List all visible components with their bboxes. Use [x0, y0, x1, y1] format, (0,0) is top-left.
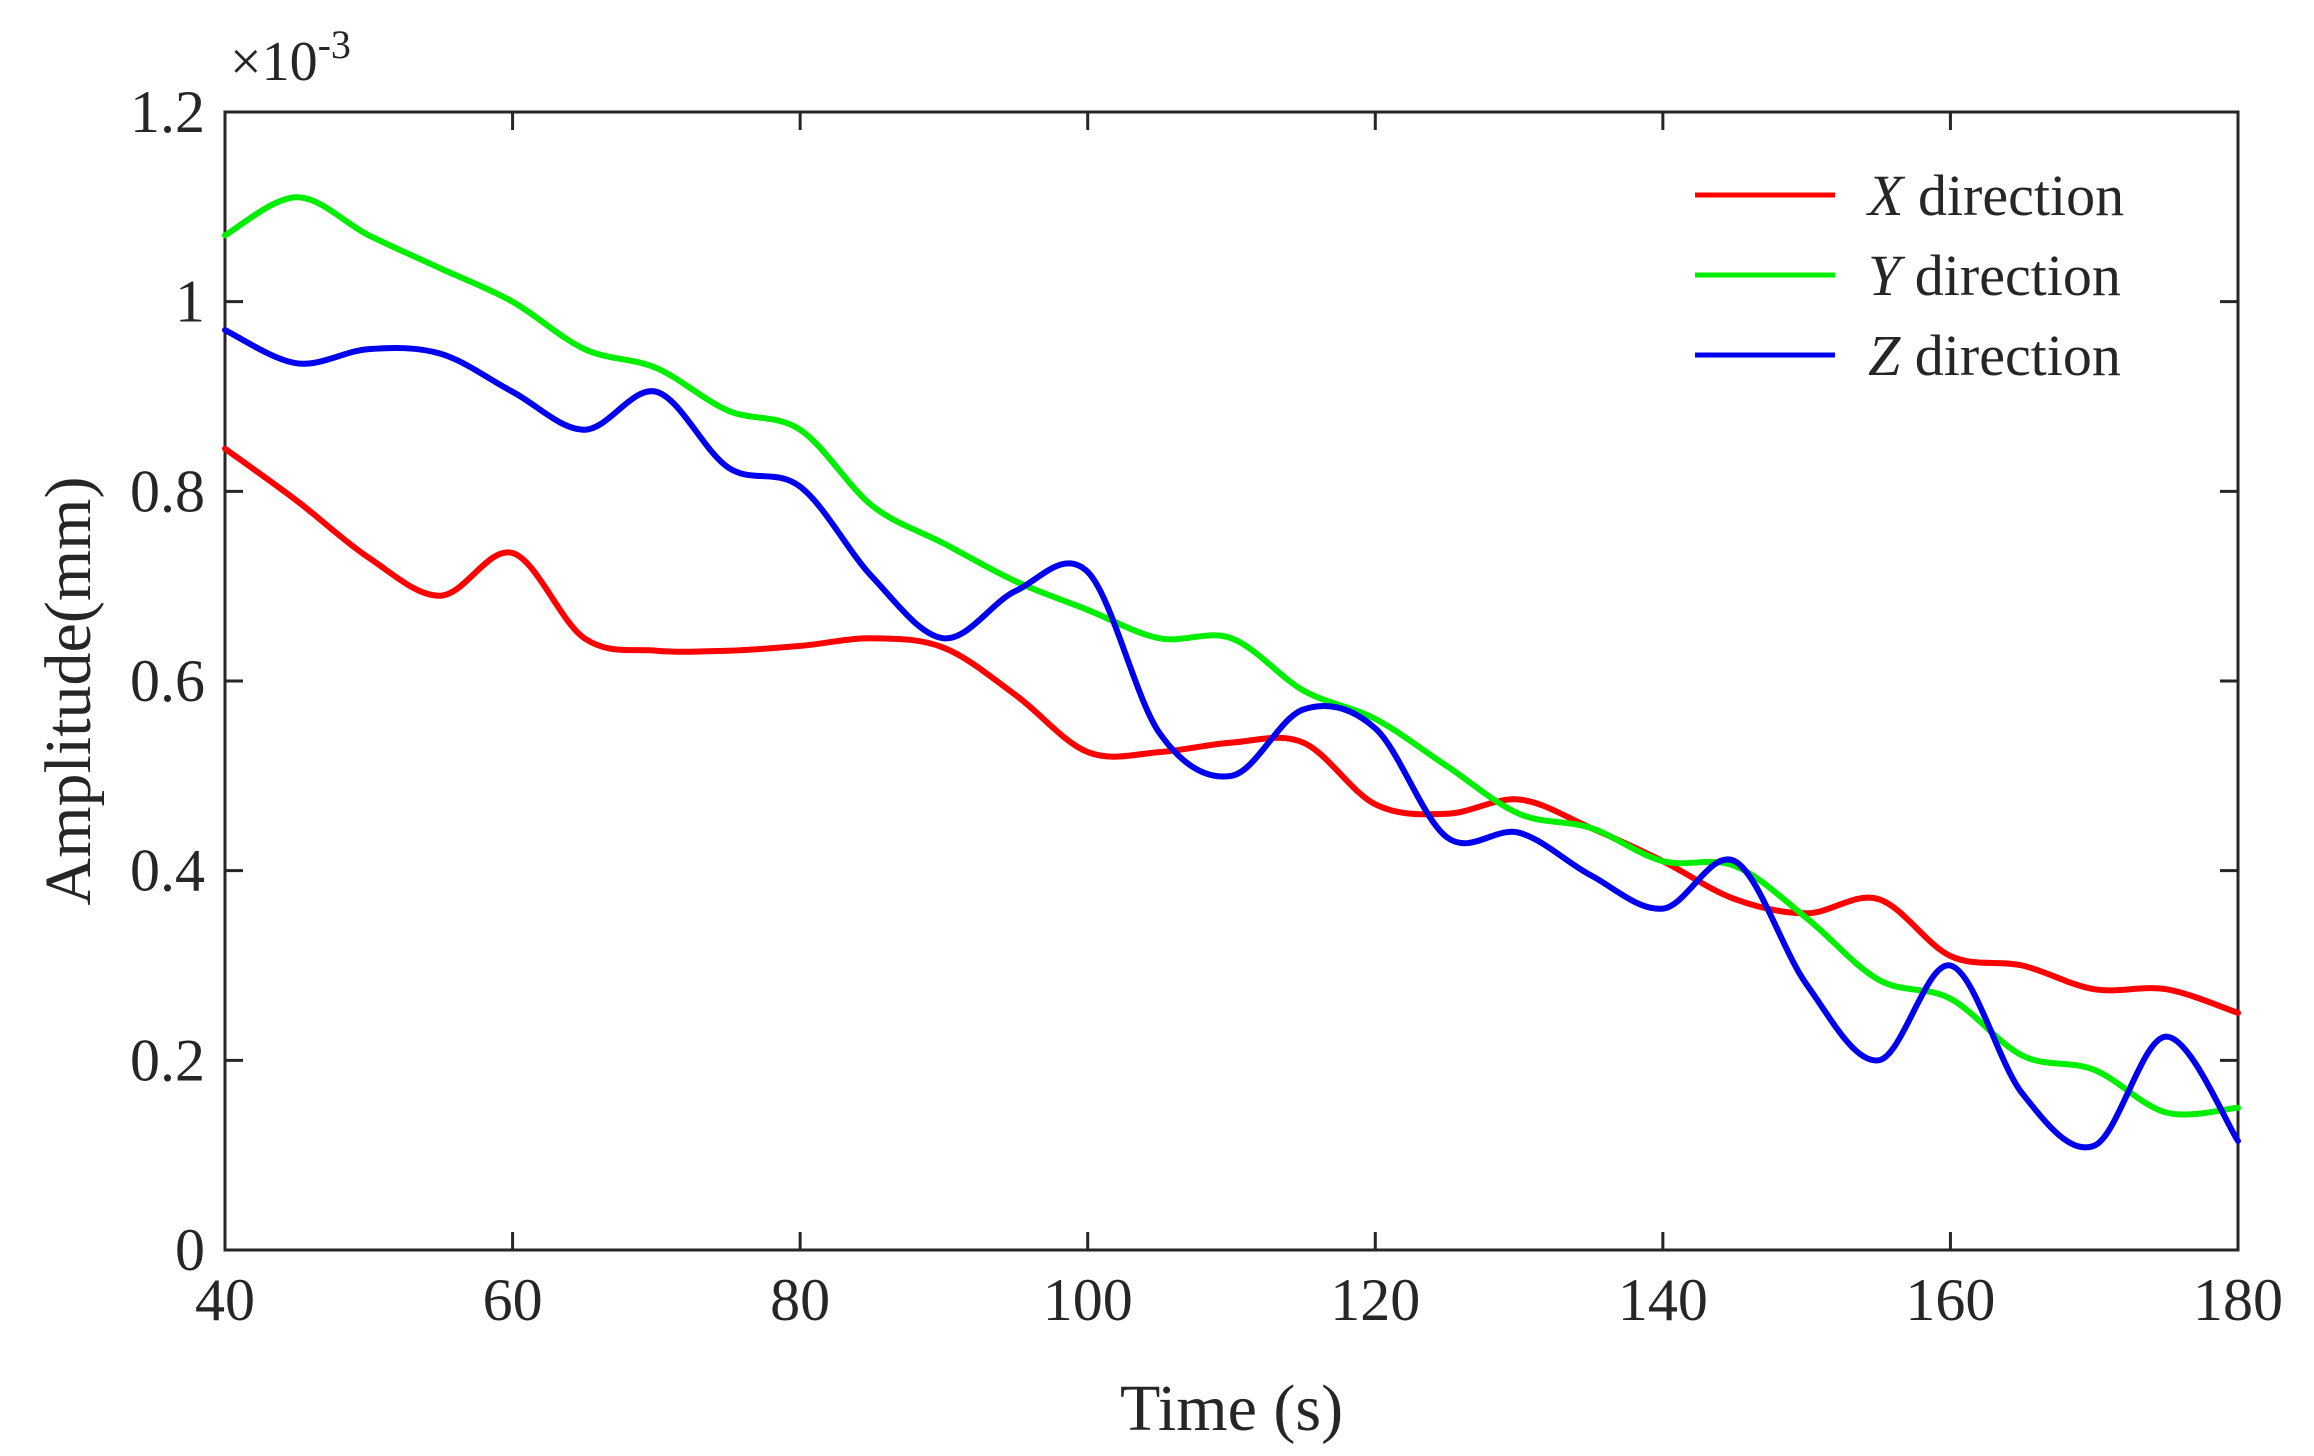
legend-var-z: Z — [1868, 323, 1901, 388]
x-tick-label: 160 — [1905, 1267, 1995, 1333]
series-line-y — [222, 194, 2241, 1118]
y-exponent-base: ×10 — [230, 31, 318, 93]
legend-word-x: direction — [1918, 163, 2124, 228]
y-tick-label: 1 — [175, 269, 205, 335]
x-tick-label: 40 — [195, 1267, 255, 1333]
y-axis-title: Amplitude(mm) — [32, 477, 105, 906]
y-tick-label: 0.4 — [130, 838, 205, 904]
y-axis-exponent: ×10-3 — [230, 22, 351, 93]
x-tick-label: 60 — [483, 1267, 543, 1333]
x-tick-label: 180 — [2193, 1267, 2283, 1333]
y-exponent-power: -3 — [318, 22, 351, 67]
legend-var-x: X — [1866, 163, 1906, 228]
series-line-x — [222, 445, 2241, 1016]
legend-label-z: Z direction — [1868, 323, 2121, 388]
legend-label-y: Y direction — [1868, 243, 2121, 308]
y-tick-label: 0.8 — [130, 458, 205, 524]
x-tick-label: 80 — [770, 1267, 830, 1333]
legend-word-y: direction — [1915, 243, 2121, 308]
legend-var-y: Y — [1868, 243, 1906, 308]
y-tick-label: 0.6 — [130, 648, 205, 714]
legend-word-z: direction — [1915, 323, 2121, 388]
x-tick-label: 140 — [1618, 1267, 1708, 1333]
legend-label-x: X direction — [1866, 163, 2124, 228]
legend: X direction Y direction Z direction — [1695, 163, 2124, 388]
x-tick-label: 100 — [1043, 1267, 1133, 1333]
x-axis-title: Time (s) — [1120, 1372, 1343, 1445]
y-tick-label: 0 — [175, 1217, 205, 1283]
series-line-z — [222, 327, 2241, 1151]
x-tick-label: 120 — [1330, 1267, 1420, 1333]
series-group — [222, 194, 2241, 1151]
y-tick-label: 1.2 — [130, 79, 205, 145]
y-tick-label: 0.2 — [130, 1027, 205, 1093]
ticks: 40 60 80 100 120 140 160 180 0 0.2 0.4 0.6 0.8 1 1.2 — [130, 79, 2283, 1333]
